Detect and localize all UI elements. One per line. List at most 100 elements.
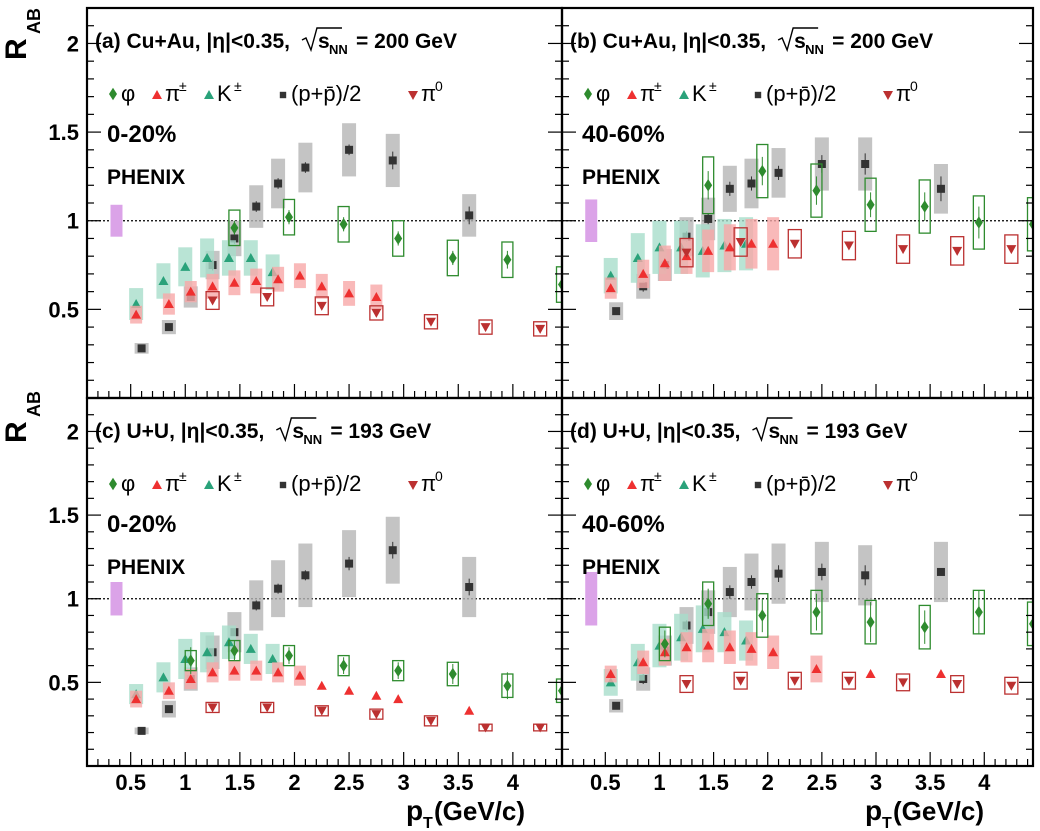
normalization-uncertainty-box [585, 571, 598, 626]
panel-frame [85, 6, 564, 400]
data-point [920, 620, 929, 634]
sys-box [972, 195, 986, 250]
normalization-uncertainty-box [110, 582, 123, 616]
x-tick-label: 2 [762, 770, 774, 795]
data-point [789, 676, 800, 686]
data-point [812, 184, 821, 197]
sys-box [679, 237, 694, 268]
sys-box [864, 599, 877, 645]
legend-marker-kaon [679, 480, 689, 489]
data-point [202, 252, 213, 262]
series-0pi-zero [205, 287, 548, 337]
panel-title: (c) U+U, |η|<0.35, [95, 420, 264, 443]
experiment-label: PHENIX [107, 166, 185, 189]
legend-label-pi-zero: π [896, 81, 911, 106]
data-point [735, 238, 746, 247]
panel-title: (b) Cu+Au, |η|<0.35, [570, 30, 766, 53]
data-point [503, 679, 512, 692]
data-point [535, 723, 546, 733]
panel-a: 0.5 1 1.5 2 (a) Cu+Au, |η|<0.35, s NN = 200 GeV… [48, 6, 564, 400]
normalization-uncertainty-box [110, 204, 123, 237]
sys-box [314, 296, 329, 316]
legend-marker-phi [109, 477, 117, 491]
sys-box [733, 671, 748, 690]
data-point [703, 245, 714, 255]
data-point [345, 145, 354, 154]
legend-label-kaon: K [217, 81, 232, 106]
data-point [681, 248, 692, 258]
data-point [230, 644, 239, 657]
plot-area [603, 541, 1033, 713]
sys-box [841, 671, 857, 690]
legend-marker-pi-zero [883, 91, 893, 100]
x-axis-title-unit: (GeV/c) [434, 796, 525, 826]
x-axis-title-right: p T (GeV/c) [865, 795, 984, 831]
legend-marker-phi [584, 477, 592, 491]
legend-label-pi-charged: π [640, 471, 655, 496]
sys-box [658, 626, 672, 662]
data-point [164, 705, 173, 714]
data-point [273, 667, 284, 677]
data-point [285, 649, 294, 662]
energy-subscript: NN [805, 42, 824, 57]
data-point [185, 674, 196, 684]
data-point [316, 680, 327, 690]
data-point [262, 703, 273, 713]
legend-marker-pi-charged [627, 90, 637, 99]
legend-label-proton: (p+p̄)/2 [766, 81, 836, 106]
legend-marker-pi-charged [627, 480, 637, 489]
data-point [371, 710, 382, 720]
x-tick-label: 3.5 [915, 770, 946, 795]
x-axis-title-sub: T [423, 815, 433, 831]
legend-label-proton: (p+p̄)/2 [291, 471, 361, 496]
data-point [935, 669, 946, 678]
data-point [394, 664, 403, 677]
data-point [131, 694, 142, 704]
data-point [535, 324, 546, 334]
data-point [952, 680, 963, 690]
legend-label-phi: φ [121, 81, 135, 106]
data-point [612, 307, 621, 316]
panel-frame [560, 6, 1035, 400]
data-point [936, 567, 945, 576]
data-point [229, 277, 240, 287]
data-point [704, 597, 713, 610]
x-tick-label: 3 [870, 770, 882, 795]
centrality-label: 40-60% [582, 511, 665, 538]
sys-box [282, 198, 296, 236]
sqrt-sign [777, 27, 819, 53]
sys-box [918, 604, 931, 650]
legend-label-pi-charged: π [165, 471, 180, 496]
data-point [725, 588, 734, 597]
data-point [230, 221, 239, 235]
data-point [746, 643, 757, 653]
data-point [137, 344, 146, 353]
legend-label-pi-zero-sup: 0 [435, 468, 443, 484]
energy-subscript: NN [779, 432, 798, 447]
y-axis-title-sub: AB [24, 8, 44, 34]
sys-box [533, 321, 548, 337]
data-point [223, 252, 234, 262]
sqrt-sign [275, 417, 317, 443]
sys-box [501, 241, 514, 279]
data-point [294, 670, 305, 680]
data-point [789, 239, 800, 249]
sys-box [895, 673, 911, 692]
sys-box [756, 143, 769, 199]
sys-box [423, 715, 439, 727]
sys-box [369, 305, 384, 321]
legend-label-pi-charged-sup: ± [654, 78, 662, 94]
legend-marker-pi-zero [408, 91, 418, 100]
data-point [339, 218, 348, 231]
data-point [974, 605, 983, 619]
legend-label-kaon-sup: ± [234, 78, 242, 94]
legend-marker-pi-zero [408, 481, 418, 490]
data-point [131, 299, 142, 309]
x-tick-label: 4 [507, 770, 520, 795]
sys-box [228, 209, 241, 247]
panel-d: 0.5 1 1.5 2 2.5 3 3.5 4 (d) U+U, |η|<0.35, s NN = 1… [560, 396, 1035, 795]
y-tick-label: 2 [67, 419, 79, 444]
sys-box [1004, 234, 1019, 264]
energy-value: = 193 GeV [330, 420, 431, 443]
energy-symbol: s [318, 30, 330, 53]
